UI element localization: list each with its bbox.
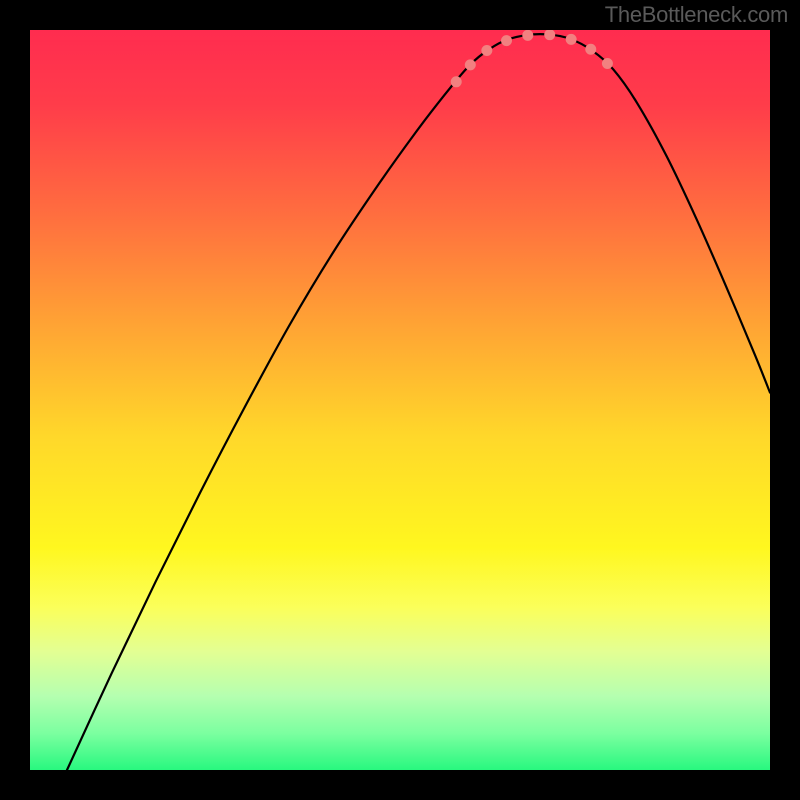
- chart-svg: [30, 30, 770, 770]
- attribution-text: TheBottleneck.com: [605, 2, 788, 28]
- bottleneck-chart: [30, 30, 770, 770]
